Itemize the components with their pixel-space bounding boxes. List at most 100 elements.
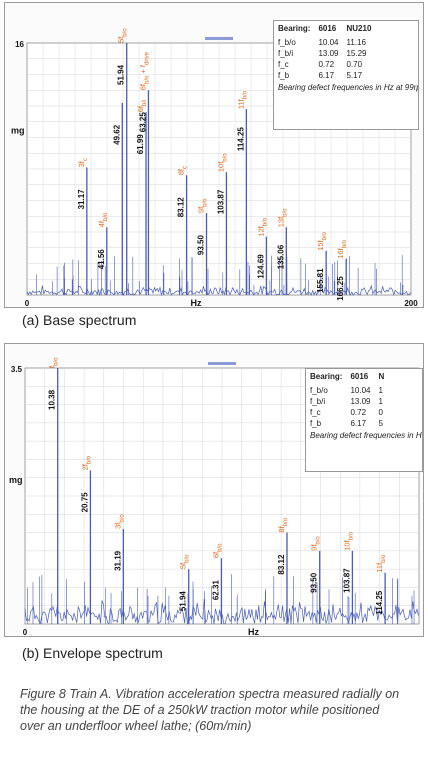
peak-value-label: 114.25 [236,127,245,152]
peak-value-label: 63.25 [138,112,147,133]
table-cell: f_b/i [310,397,326,406]
table-cell: f_b/o [278,38,296,47]
table-cell: 0 [378,408,383,417]
table-cell: 1 [378,386,383,395]
table-cell: 15.29 [346,49,367,58]
envelope-spectrum-chart: 10.38 fb/o 20.75 2fb/o 31.19 3fb/o 51.94 5fb/o 6… [9,357,420,637]
peak-value-label: 41.56 [97,249,106,270]
peak-value-label: 51.94 [117,64,126,85]
panel-a-caption: (a) Base spectrum [22,312,137,328]
peak-annotation: 13fb/o [276,208,288,227]
table-row: f_c 0.72 0.70 [274,59,375,70]
x-tick-label: 0 [23,628,28,637]
y-axis-label: mg [9,475,23,485]
table-cell: 11.16 [346,38,366,47]
peak-value-label: 61.99 [136,134,145,155]
x-axis-label: Hz [190,298,201,308]
peak-annotation: 8fb/o [277,517,289,532]
table-row: f_b/o 10.04 11.16 [274,37,375,48]
table-cell: 1 [378,397,383,406]
peak-annotation: 6fb/i [136,100,148,113]
table-row: f_b/i 13.09 15.29 [274,48,375,59]
table-cell: f_b [310,419,322,428]
table-row: f_b/i 13.09 1 [306,396,388,407]
peak-value-label: 20.75 [80,492,89,513]
panel-b-caption: (b) Envelope spectrum [22,645,163,661]
peak-annotation: 5fb/o [179,554,191,569]
peak-value-label: 83.12 [277,554,286,575]
peak-annotation: 11fb/o [236,90,248,109]
peak-annotation: 10fb/o [216,153,228,172]
y-tick-label: 3.5 [11,365,23,374]
peak-annotation: 4fb/o [97,212,109,227]
x-tick-label: 200 [404,299,418,308]
table-cell: 10.04 [318,38,339,47]
peak-annotation: 15fb/o [316,231,328,250]
peak-annotation: 6fb/o + fdrive [138,51,150,90]
table-row: f_b/o 10.04 1 [306,385,388,396]
bearing-table-a: Bearing: 6016 NU210 f_b/o 10.04 11.16 f_… [273,20,419,130]
x-tick-label: 0 [25,299,30,308]
peak-annotation: 16fb/o [336,239,348,258]
table-cell: f_c [310,408,321,417]
peak-value-label: 135.06 [276,244,285,269]
bearing-table-b: Bearing: 6016 N f_b/o 10.04 1 f_b/i 13.0… [305,368,423,472]
y-axis-label: mg [11,126,25,136]
peak-value-label: 166.25 [336,276,345,301]
envelope-spectrum-panel: 10.38 fb/o 20.75 2fb/o 31.19 3fb/o 51.94 5fb/o 6… [4,343,424,637]
table-header-cell: Bearing: [278,24,311,33]
table-header-cell: 6016 [350,372,369,381]
peak-value-label: 31.19 [113,550,122,571]
table-row: f_b 6.17 5.17 [274,70,375,81]
table-note: Bearing defect frequencies in Hz at 99rp… [278,83,419,92]
peak-annotation: 2fb/o [80,455,92,470]
x-axis-label: Hz [248,627,259,637]
table-cell: f_b [278,71,290,80]
table-cell: 6.17 [350,419,367,428]
peak-value-label: 103.87 [342,568,351,593]
peak-value-label: 83.12 [177,197,186,218]
table-header-cell: 6016 [318,24,337,33]
peak-annotation: 12fb/o [256,217,268,236]
table-cell: 5 [378,419,383,428]
peak-value-label: 114.25 [375,590,384,615]
peak-value-label: 103.87 [216,189,225,214]
peak-annotation: fb/o [48,357,60,368]
peak-value-label: 93.50 [197,235,206,256]
peak-annotation: 10fb/o [342,531,354,550]
peak-value-label: 62.31 [211,580,220,601]
peak-annotation: 9fb/o [197,198,209,213]
peak-value-label: 49.62 [112,124,121,145]
table-cell: f_c [278,60,289,69]
peak-value-label: 31.17 [77,189,86,210]
peak-annotation: 5fb/o [117,28,129,43]
table-cell: 6.17 [318,71,335,80]
table-cell: 0.72 [318,60,335,69]
peak-annotation: 11fb/o [375,554,387,573]
table-cell: f_b/i [278,49,294,58]
y-tick-label: 16 [15,40,24,49]
table-row: f_c 0.72 0 [306,407,388,418]
peak-value-label: 155.81 [316,268,325,293]
table-cell: 5.17 [346,71,363,80]
peak-value-label: 93.50 [310,572,319,593]
peak-value-label: 10.38 [48,389,57,410]
peak-annotation: 3fb/o [113,514,125,529]
peak-value-label: 124.69 [256,254,265,279]
table-row: f_b 6.17 5 [306,418,388,429]
legend-marker [205,37,233,40]
peak-value-label: 51.94 [179,591,188,612]
table-header-cell: N [378,372,385,381]
peak-annotation: 6fb/o [211,543,223,558]
table-note: Bearing defect frequencies in H [310,431,422,440]
table-cell: 0.72 [350,408,367,417]
table-header-cell: Bearing: [310,372,343,381]
peak-annotation: 8fc [177,166,189,175]
base-spectrum-panel: 31.17 3fc 41.56 4fb/o 49.62 51.94 5fb/o 61.99 6f… [4,2,424,308]
table-cell: 13.09 [350,397,371,406]
figure-caption: Figure 8 Train A. Vibration acceleration… [20,687,400,733]
table-cell: 10.04 [350,386,371,395]
legend-marker [208,362,236,365]
peak-annotation: 3fc [77,158,89,167]
table-cell: 0.70 [346,60,363,69]
